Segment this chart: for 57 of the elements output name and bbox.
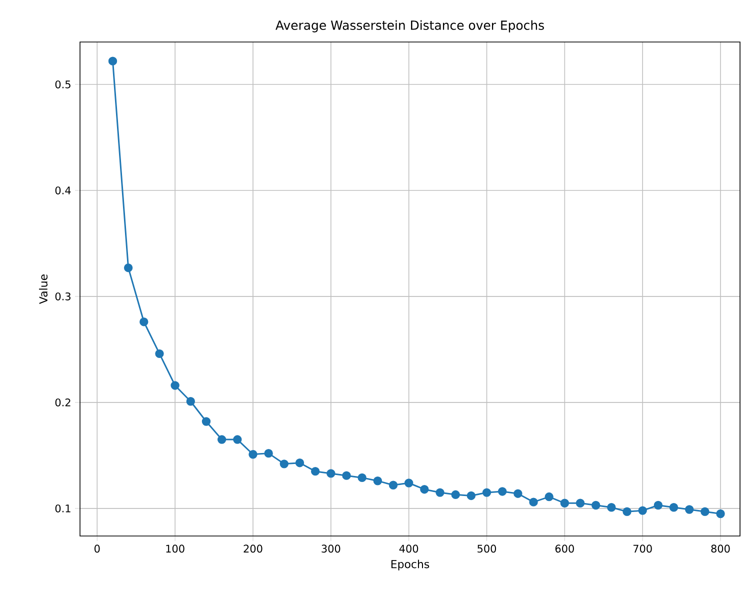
x-tick-label: 400 (399, 544, 418, 553)
point (451, 490, 460, 500)
point (342, 471, 351, 480)
point (170, 381, 180, 390)
point (514, 489, 522, 498)
point (233, 435, 242, 444)
point (280, 460, 289, 468)
x-tick-label: 600 (555, 544, 574, 553)
point (264, 448, 273, 458)
point (420, 485, 429, 494)
point (576, 498, 585, 508)
point (607, 503, 616, 512)
point (373, 476, 382, 486)
point (124, 263, 133, 272)
x-tick-label: 200 (244, 544, 262, 553)
x-tick-label: 100 (166, 544, 184, 553)
point (591, 500, 600, 510)
point (685, 505, 694, 514)
point (716, 509, 725, 518)
point (186, 397, 195, 406)
point (622, 507, 632, 516)
point (358, 473, 366, 482)
chart-title: Average Wasserstein Distance over Epochs (276, 20, 544, 32)
point (466, 491, 476, 500)
y-tick-label: 0.4 (55, 186, 71, 194)
x-tick-label: 300 (322, 544, 340, 553)
x-tick-label: 800 (711, 544, 730, 553)
point (217, 435, 226, 444)
point (669, 503, 678, 512)
y-tick-label: 0.5 (55, 80, 70, 88)
point (700, 507, 710, 516)
y-tick-label: 0.3 (55, 292, 70, 300)
point (310, 466, 320, 476)
point (140, 318, 148, 326)
point (560, 498, 570, 508)
point (295, 458, 304, 468)
point (202, 417, 211, 426)
point (498, 487, 507, 496)
point (638, 506, 647, 515)
point (654, 500, 663, 510)
point (436, 488, 444, 497)
y-axis-title: Value (39, 274, 48, 304)
point (404, 478, 414, 488)
point (155, 349, 164, 358)
point (388, 480, 398, 490)
point (482, 488, 492, 497)
x-axis-title: Epochs (391, 560, 430, 570)
y-tick-label: 0.1 (55, 504, 70, 512)
point (529, 498, 538, 506)
point (248, 450, 258, 459)
point (544, 492, 554, 502)
x-tick-label: 700 (633, 544, 652, 553)
point (326, 469, 336, 478)
y-tick-label: 0.2 (55, 398, 70, 406)
point (108, 56, 118, 66)
x-tick-label: 500 (478, 544, 496, 553)
x-tick-label: 0 (94, 544, 100, 553)
